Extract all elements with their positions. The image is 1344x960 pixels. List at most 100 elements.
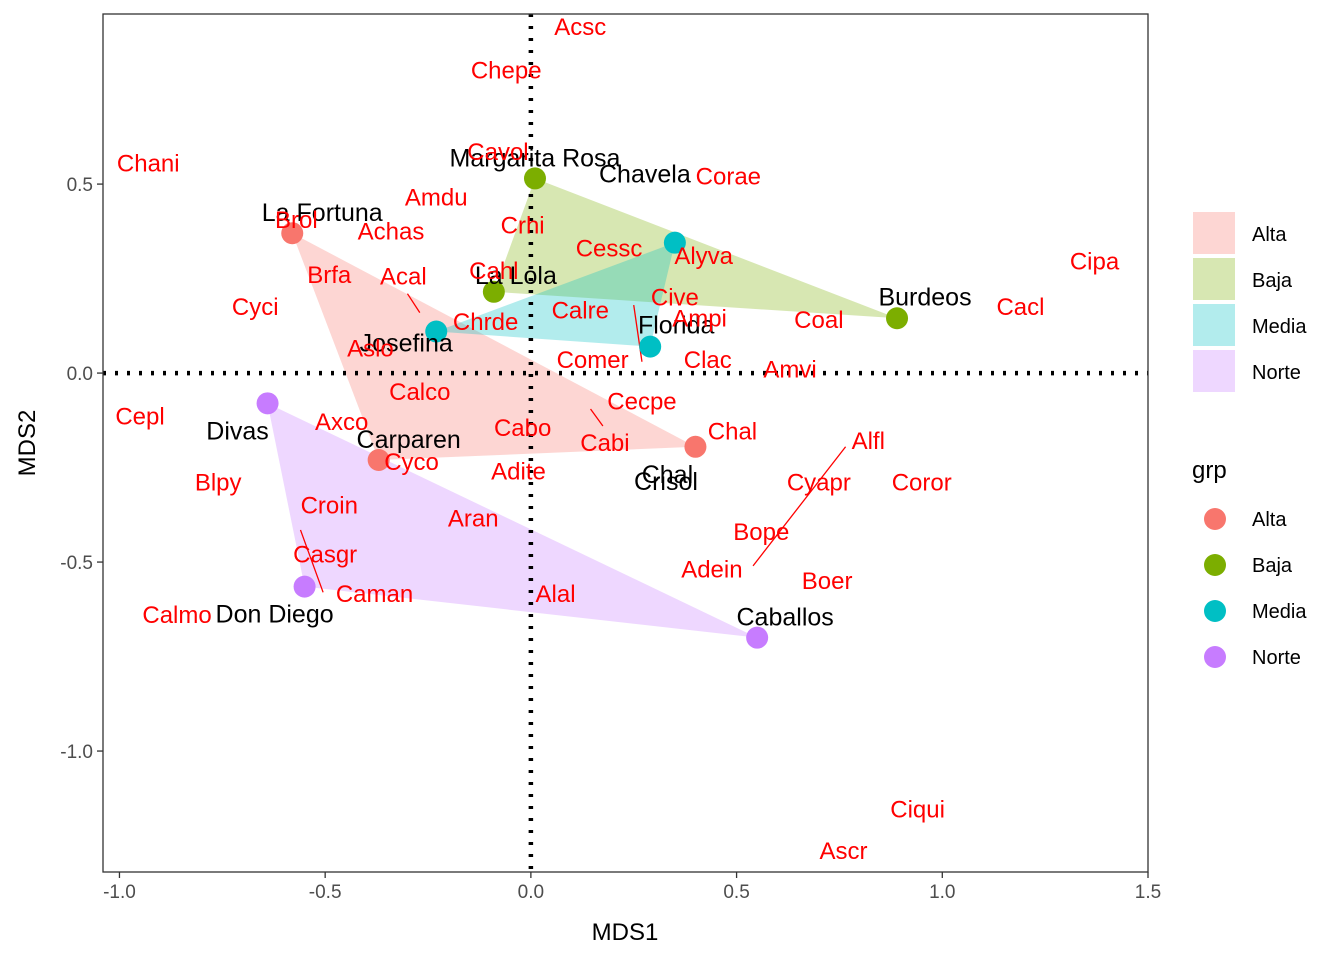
leader-acal [406,293,421,313]
legend-point-label: Alta [1252,509,1287,531]
y-tick-label: -1.0 [60,742,93,763]
legend-point-key [1204,554,1226,576]
hull-alta [292,233,696,461]
hull-norte [267,403,758,638]
hull-baja [493,178,898,319]
legend-fill-label: Baja [1252,270,1293,292]
y-tick-label: 0.5 [67,175,93,196]
leader-cecpe [590,408,604,427]
site-point [746,626,769,649]
species-label: Alyva [674,243,733,270]
species-label: Brol [275,207,318,234]
species-label: Cive [651,284,699,311]
species-label: Cabo [494,415,551,442]
species-label: Amdu [405,184,468,211]
site-point [281,222,304,245]
species-label: Cacl [996,294,1044,321]
x-tick-label: -1.0 [103,882,136,903]
y-axis-title: MDS2 [14,410,41,477]
species-label: Cyapr [787,470,851,497]
plot-panel-border [102,13,1149,873]
hull-media [436,242,675,347]
species-label: Coal [794,307,843,334]
legend-point-label: Baja [1252,555,1293,577]
leader-croin [299,529,324,593]
species-label: Cyci [232,294,279,321]
legend-fill-key [1193,258,1235,300]
species-label: Casgr [293,542,357,569]
species-label: Croin [301,492,358,519]
species-label: Aslo [347,336,394,363]
species-label: Calco [389,379,450,406]
site-point [684,435,707,458]
species-label: Achas [358,218,425,245]
species-label: Cipa [1070,249,1120,276]
species-label: Chrde [453,309,518,336]
x-tick-label: 0.0 [518,882,544,903]
y-tick-label: -0.5 [60,553,93,574]
species-label: Coror [892,470,952,497]
x-tick-label: 1.0 [929,882,955,903]
legend-point-key [1204,646,1226,668]
species-label: Cecpe [607,388,676,415]
site-label: Carparen [357,426,461,454]
species-label: Bope [733,519,789,546]
site-point [886,307,909,330]
group-hulls [267,178,898,638]
legend-fill-key [1193,350,1235,392]
species-label: Aran [448,506,499,533]
label-leader-lines [299,293,847,593]
species-label: Alal [536,581,576,608]
legend-fill-label: Alta [1252,224,1287,246]
species-label: Cyco [384,449,439,476]
species-label: Chani [117,150,180,177]
site-label: Divas [206,417,269,445]
species-label: Blpy [195,470,242,497]
species-label: Adite [491,458,546,485]
x-tick-label: -0.5 [309,882,342,903]
legend-fill-key [1193,212,1235,254]
site-point [639,335,662,358]
species-label: Alfl [852,428,885,455]
species-label: Calre [552,298,609,325]
site-point [663,231,686,254]
species-label: Acsc [554,14,606,41]
legend-fill-key [1193,304,1235,346]
site-label: La Fortuna [262,199,383,227]
site-label: Crisol [634,468,698,496]
site-label: La Lola [475,262,557,290]
species-label: Axco [315,409,368,436]
legend-point-label: Media [1252,601,1307,623]
species-label: Cabi [580,430,629,457]
site-labels: La Fortuna Josefina Carparen Chal Margarita … [206,144,971,631]
species-label: Comer [557,347,629,374]
species-label: Chepe [471,58,542,85]
species-label: Brfa [307,262,352,289]
site-point [425,320,448,343]
species-label: Boer [802,568,853,595]
species-label: Amvi [763,356,816,383]
leader-alfl [752,446,847,567]
species-label: Calmo [142,602,211,629]
x-axis-title: MDS1 [592,919,659,946]
legend-fill-label: Media [1252,316,1307,338]
species-label: Crhi [501,213,545,240]
site-label: Chal [642,461,693,489]
legend-point-key [1204,508,1226,530]
legend-point-key [1204,600,1226,622]
site-label: Burdeos [878,283,971,311]
species-label: Cahl [469,258,518,285]
site-label: Florida [638,312,715,340]
species-label: Cepl [115,404,164,431]
site-label: Margarita Rosa [450,144,621,172]
leader-calre [633,304,643,362]
species-label: Chal [708,419,757,446]
site-point [293,575,316,598]
legend-title: grp [1192,457,1227,484]
site-point [523,167,546,190]
site-label: Don Diego [216,601,334,629]
y-tick-label: 0.0 [67,364,93,385]
site-point [256,392,279,415]
legend-point-label: Norte [1252,647,1301,669]
